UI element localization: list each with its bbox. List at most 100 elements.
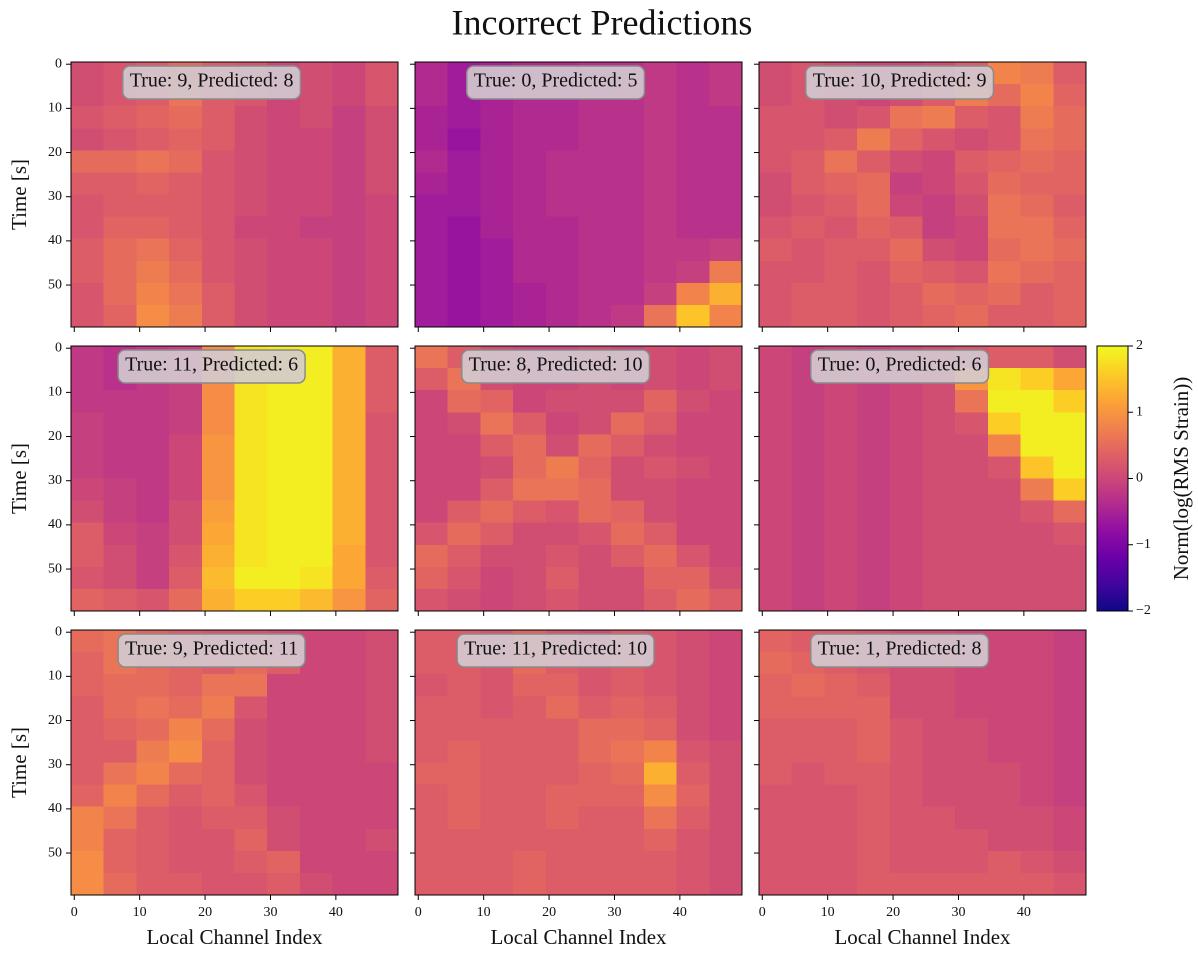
heatmap-cell bbox=[709, 630, 742, 653]
heatmap-cell bbox=[136, 696, 169, 719]
heatmap-cell bbox=[202, 195, 235, 218]
heatmap-cell bbox=[480, 150, 513, 173]
heatmap-cell bbox=[104, 807, 137, 830]
annotation: True: 9, Predicted: 8 bbox=[130, 70, 294, 92]
heatmap-cell bbox=[546, 390, 579, 413]
heatmap-cell bbox=[759, 283, 792, 306]
heatmap-cell bbox=[611, 674, 644, 697]
heatmap-cell bbox=[677, 829, 710, 852]
heatmap-cell bbox=[579, 718, 612, 741]
heatmap-cell bbox=[235, 217, 268, 240]
heatmap-cell bbox=[300, 589, 333, 612]
heatmap-cell bbox=[955, 589, 988, 612]
heatmap-cell bbox=[235, 412, 268, 435]
heatmap-cell bbox=[988, 785, 1021, 808]
heatmap-cell bbox=[890, 456, 923, 479]
heatmap-cell bbox=[644, 412, 677, 435]
heatmap-cell bbox=[923, 545, 956, 568]
heatmap-cell bbox=[824, 217, 857, 240]
x-tick-label: 0 bbox=[415, 905, 422, 920]
heatmap-cell bbox=[267, 305, 300, 328]
heatmap-cell bbox=[136, 456, 169, 479]
heatmap-cell bbox=[677, 567, 710, 590]
heatmap-cell bbox=[955, 674, 988, 697]
heatmap-cell bbox=[579, 106, 612, 129]
heatmap-cell bbox=[709, 718, 742, 741]
heatmap-cell bbox=[579, 128, 612, 151]
heatmap-cell bbox=[709, 652, 742, 675]
heatmap-cell bbox=[169, 523, 202, 546]
y-tick-label: 50 bbox=[48, 845, 62, 860]
heatmap-cell bbox=[579, 501, 612, 524]
heatmap-cell bbox=[988, 412, 1021, 435]
heatmap-cell bbox=[513, 851, 546, 874]
heatmap-cell bbox=[136, 501, 169, 524]
heatmap-cell bbox=[333, 718, 366, 741]
heatmap-cell bbox=[923, 589, 956, 612]
heatmap-cell bbox=[644, 763, 677, 786]
heatmap-cell bbox=[513, 217, 546, 240]
heatmap-cell bbox=[890, 501, 923, 524]
heatmap-cell bbox=[611, 172, 644, 195]
heatmap-cell bbox=[923, 523, 956, 546]
heatmap-cell bbox=[300, 412, 333, 435]
heatmap-cell bbox=[480, 523, 513, 546]
heatmap-cell bbox=[955, 696, 988, 719]
heatmap-cell bbox=[709, 172, 742, 195]
heatmap-cell bbox=[1053, 305, 1086, 328]
heatmap-cell bbox=[267, 261, 300, 284]
heatmap-cell bbox=[890, 106, 923, 129]
heatmap-cell bbox=[333, 523, 366, 546]
heatmap-cell bbox=[448, 283, 481, 306]
heatmap-cell bbox=[644, 479, 677, 502]
heatmap-cell bbox=[579, 785, 612, 808]
heatmap-cell bbox=[513, 390, 546, 413]
heatmap-cell bbox=[955, 479, 988, 502]
heatmap-cell bbox=[579, 589, 612, 612]
heatmap-cell bbox=[415, 785, 448, 808]
heatmap-cell bbox=[988, 740, 1021, 763]
x-tick-label: 30 bbox=[263, 905, 277, 920]
heatmap-cell bbox=[104, 785, 137, 808]
heatmap-cell bbox=[1021, 172, 1054, 195]
heatmap-cell bbox=[1021, 567, 1054, 590]
heatmap-cell bbox=[300, 106, 333, 129]
heatmap-cell bbox=[267, 545, 300, 568]
heatmap-cell bbox=[267, 195, 300, 218]
heatmap-cell bbox=[365, 652, 398, 675]
heatmap-cell bbox=[792, 785, 825, 808]
heatmap-cell bbox=[792, 718, 825, 741]
heatmap-cell bbox=[792, 239, 825, 262]
heatmap-cell bbox=[1021, 412, 1054, 435]
heatmap-cell bbox=[415, 456, 448, 479]
heatmap-cell bbox=[71, 305, 104, 328]
heatmap-cell bbox=[579, 456, 612, 479]
heatmap-cell bbox=[513, 305, 546, 328]
heatmap-cell bbox=[890, 412, 923, 435]
heatmap-cell bbox=[677, 545, 710, 568]
heatmap-cell bbox=[169, 239, 202, 262]
heatmap-cell bbox=[644, 807, 677, 830]
heatmap-cell bbox=[365, 346, 398, 369]
heatmap-cell bbox=[202, 412, 235, 435]
heatmap-cell bbox=[415, 501, 448, 524]
heatmap-cell bbox=[890, 763, 923, 786]
heatmap-cell bbox=[333, 390, 366, 413]
heatmap-cell bbox=[579, 217, 612, 240]
heatmap-cell bbox=[644, 434, 677, 457]
heatmap-cell bbox=[611, 851, 644, 874]
colorbar-label: Norm(log(RMS Strain)) bbox=[1169, 377, 1193, 581]
heatmap-cell bbox=[546, 261, 579, 284]
heatmap-cell bbox=[644, 873, 677, 896]
heatmap-cell bbox=[709, 785, 742, 808]
x-tick-label: 40 bbox=[1017, 905, 1031, 920]
heatmap-cell bbox=[644, 62, 677, 85]
y-tick-label: 10 bbox=[48, 101, 62, 116]
heatmap-cell bbox=[136, 261, 169, 284]
heatmap-cell bbox=[480, 283, 513, 306]
heatmap-cell bbox=[546, 829, 579, 852]
heatmap-cell bbox=[857, 674, 890, 697]
heatmap-cell bbox=[546, 501, 579, 524]
heatmap-cell bbox=[792, 150, 825, 173]
heatmap-cell bbox=[169, 128, 202, 151]
